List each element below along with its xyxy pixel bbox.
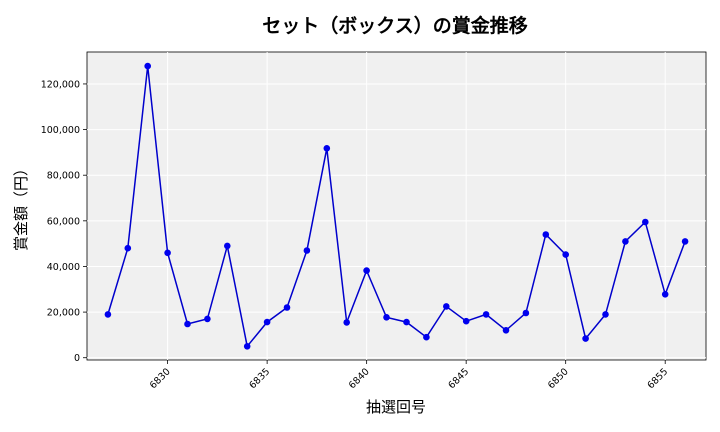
x-tick-label: 6835 xyxy=(247,366,272,391)
x-tick-label: 6855 xyxy=(645,366,670,391)
data-point xyxy=(502,327,510,334)
x-tick-label: 6850 xyxy=(546,366,571,391)
series-line xyxy=(107,66,686,349)
data-point xyxy=(263,318,271,326)
data-point xyxy=(104,311,112,318)
data-point xyxy=(184,320,191,328)
data-point xyxy=(283,304,291,311)
y-tick-label: 100,000 xyxy=(41,125,80,136)
data-point xyxy=(323,145,331,152)
data-point xyxy=(642,218,649,226)
data-point xyxy=(224,242,231,250)
y-tick-label: 40,000 xyxy=(47,262,80,273)
y-tick-label: 20,000 xyxy=(47,308,80,319)
data-point xyxy=(363,267,370,274)
x-tick-label: 6845 xyxy=(446,366,471,391)
chart-title: セット（ボックス）の賞金推移 xyxy=(262,14,527,37)
data-point xyxy=(204,315,211,323)
x-axis-label: 抽選回号 xyxy=(366,398,426,416)
data-point xyxy=(542,231,550,238)
data-point xyxy=(144,62,151,70)
data-point xyxy=(622,238,629,245)
data-point xyxy=(681,238,689,245)
data-point xyxy=(423,333,430,341)
data-point xyxy=(562,251,569,258)
data-point xyxy=(303,247,311,254)
y-tick-label: 60,000 xyxy=(47,216,80,227)
gridlines xyxy=(87,52,706,360)
data-point xyxy=(661,291,669,298)
data-point xyxy=(343,319,351,326)
data-point xyxy=(482,311,490,318)
data-point xyxy=(443,303,450,310)
data-point xyxy=(403,318,410,326)
data-point xyxy=(124,244,132,252)
data-point xyxy=(602,311,609,318)
data-point xyxy=(383,314,390,321)
y-axis-ticks: 0 20,000 40,000 60,000 80,000 100,000 120,000 xyxy=(41,79,87,364)
y-tick-label: 80,000 xyxy=(47,171,80,182)
x-axis-ticks: 6830 6835 6840 6845 6850 6855 xyxy=(148,360,670,391)
y-tick-label: 120,000 xyxy=(41,79,80,90)
data-point xyxy=(582,335,589,342)
data-points xyxy=(104,62,689,350)
data-point xyxy=(462,317,470,325)
x-tick-label: 6840 xyxy=(347,366,372,391)
y-axis-label: 賞金額（円） xyxy=(12,161,30,251)
y-tick-label: 0 xyxy=(74,353,80,364)
data-point xyxy=(164,249,171,257)
x-tick-label: 6830 xyxy=(148,366,173,391)
data-point xyxy=(522,309,530,317)
plot-area xyxy=(86,51,707,361)
data-point xyxy=(243,343,251,350)
